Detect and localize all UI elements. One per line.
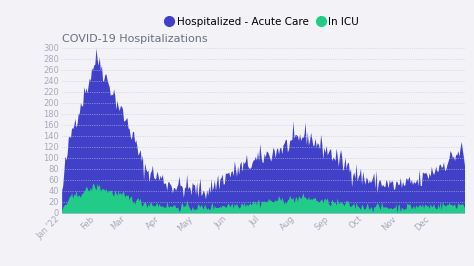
Legend: Hospitalized - Acute Care, In ICU: Hospitalized - Acute Care, In ICU xyxy=(167,17,359,27)
Text: COVID-19 Hospitalizations: COVID-19 Hospitalizations xyxy=(62,34,207,44)
